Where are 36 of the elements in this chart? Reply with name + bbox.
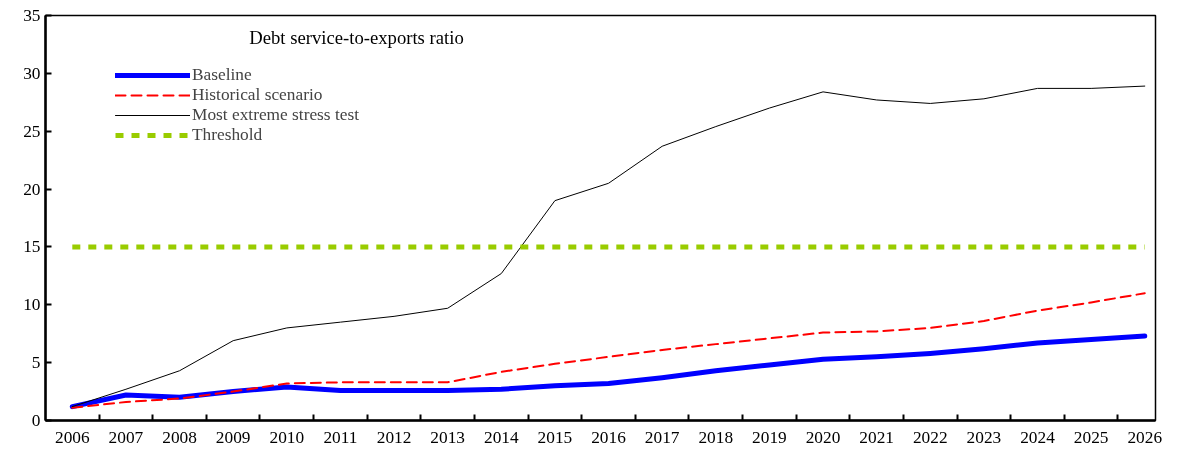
x-tick-label: 2011: [323, 427, 358, 447]
x-tick-label: 2007: [108, 427, 144, 447]
y-tick-label: 20: [23, 179, 41, 199]
x-tick-label: 2025: [1073, 427, 1109, 447]
legend-label: Baseline: [192, 65, 252, 85]
legend-label: Threshold: [192, 125, 263, 145]
y-tick-label: 25: [23, 121, 41, 141]
x-tick-label: 2010: [269, 427, 305, 447]
x-tick-label: 2021: [859, 427, 894, 447]
x-tick-label: 2013: [430, 427, 465, 447]
text: Debt service-to-exports ratio: [249, 26, 464, 48]
x-tick-label: 2016: [591, 427, 627, 447]
y-tick-label: 5: [31, 353, 41, 373]
x-tick-label: 2026: [1127, 427, 1163, 447]
x-tick-label: 2022: [912, 427, 948, 447]
x-tick-label: 2008: [162, 427, 197, 447]
x-tick-label: 2012: [376, 427, 412, 447]
x-tick-label: 2017: [644, 427, 680, 447]
x-tick-label: 2023: [966, 427, 1002, 447]
line-series: [71, 85, 1146, 408]
x-tick-label: 2015: [537, 427, 573, 447]
x-tick-label: 2020: [805, 427, 841, 447]
x-tick-label: 2024: [1020, 427, 1056, 447]
x-tick-label: 2014: [483, 427, 519, 447]
x-tick-label: 2006: [54, 427, 90, 447]
y-tick-label: 30: [23, 63, 41, 83]
x-tick-label: 2018: [698, 427, 734, 447]
y-tick-label: 35: [23, 6, 41, 25]
y-tick-label: 10: [23, 295, 41, 315]
legend-label: Most extreme stress test: [192, 105, 359, 125]
y-tick-label: 0: [31, 411, 41, 430]
x-tick-label: 2019: [752, 427, 787, 447]
x-tick-label: 2009: [215, 427, 251, 447]
y-tick-label: 15: [23, 237, 41, 257]
legend-label: Historical scenario: [192, 85, 323, 105]
line-series: [71, 292, 1146, 409]
